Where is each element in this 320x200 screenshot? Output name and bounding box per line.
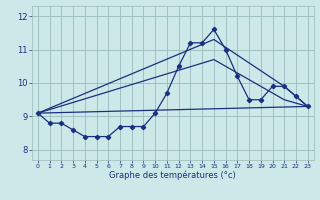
X-axis label: Graphe des températures (°c): Graphe des températures (°c) bbox=[109, 171, 236, 180]
